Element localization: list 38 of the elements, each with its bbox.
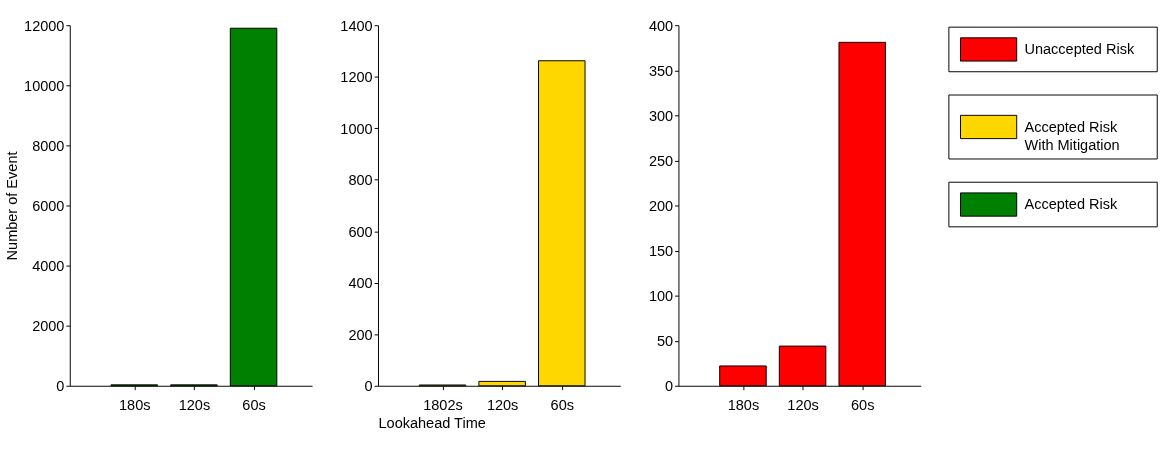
y-tick-label: 200 [648, 197, 674, 214]
y-tick-label: 350 [648, 62, 674, 79]
x-tick-label: 1802s [423, 396, 463, 413]
y-tick-label: 4000 [32, 257, 65, 274]
y-tick-label: 600 [348, 223, 373, 240]
y-tick-label: 12000 [24, 17, 65, 34]
x-tick-label: 60s [550, 396, 574, 413]
legend-label: Accepted Risk With Mitigation [1024, 118, 1120, 154]
y-tick-label: 300 [648, 107, 674, 124]
y-tick-label: 150 [648, 242, 674, 259]
x-axis-title: Lookahead Time [378, 414, 486, 431]
y-tick-label: 800 [348, 172, 373, 189]
y-tick-label: 200 [348, 326, 373, 343]
y-tick-label: 0 [56, 378, 65, 395]
y-tick-label: 0 [364, 378, 373, 395]
y-axis-title: Number of Event [4, 151, 21, 261]
x-tick-label: 120s [787, 396, 819, 413]
y-tick-label: 6000 [32, 197, 65, 214]
x-tick-label: 60s [242, 396, 266, 413]
y-tick-label: 100 [648, 287, 674, 304]
y-tick-label: 1000 [340, 120, 373, 137]
y-tick-label: 50 [656, 333, 674, 350]
x-tick-label: 60s [851, 396, 875, 413]
y-tick-label: 0 [665, 378, 674, 395]
y-tick-label: 1200 [340, 69, 373, 86]
x-tick-label: 120s [178, 396, 211, 413]
y-tick-label: 2000 [32, 318, 65, 335]
y-tick-label: 400 [348, 275, 373, 292]
x-tick-label: 120s [486, 396, 519, 413]
x-tick-label: 180s [119, 396, 151, 413]
y-tick-label: 10000 [24, 77, 65, 94]
legend-label: Unaccepted Risk [1024, 41, 1135, 58]
legend-label: Accepted Risk [1024, 196, 1118, 213]
y-tick-label: 8000 [32, 137, 65, 154]
x-tick-label: 180s [727, 396, 760, 413]
y-tick-label: 400 [648, 17, 674, 34]
y-tick-label: 1400 [340, 17, 373, 34]
y-tick-label: 250 [648, 152, 674, 169]
